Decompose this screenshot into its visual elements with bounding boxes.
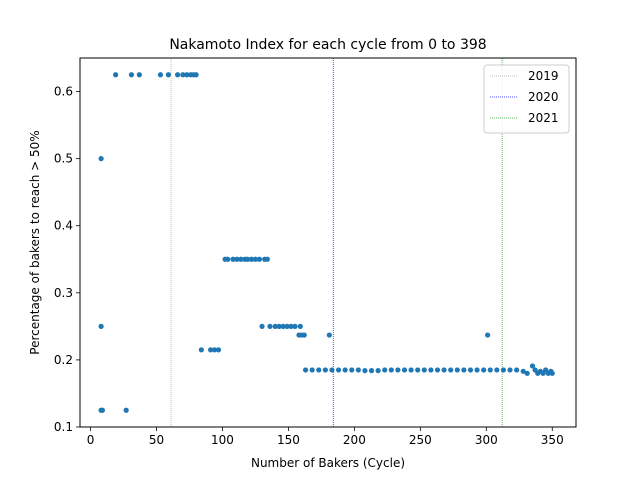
data-point (529, 363, 536, 369)
data-point (230, 256, 236, 262)
data-point (309, 367, 315, 373)
data-point (441, 367, 447, 373)
legend: 2019 2020 2021 (483, 64, 570, 134)
y-tick-label: 0.3 (54, 286, 73, 300)
x-tick-label: 250 (409, 433, 432, 447)
data-point (288, 323, 294, 329)
data-point (355, 367, 361, 373)
data-point (99, 407, 106, 413)
x-tick-label: 100 (211, 433, 234, 447)
data-point (467, 367, 474, 373)
data-point (375, 368, 381, 374)
legend-label-2019: 2019 (528, 69, 559, 83)
x-tick-label: 0 (87, 433, 95, 447)
data-point (297, 323, 303, 329)
chart-title: Nakamoto Index for each cycle from 0 to … (169, 37, 486, 53)
data-point (401, 367, 408, 373)
data-point (234, 256, 240, 262)
data-point (549, 370, 555, 376)
data-point (113, 72, 119, 78)
data-point (322, 367, 328, 373)
data-point (500, 367, 507, 373)
data-point (474, 367, 480, 373)
data-point (123, 407, 129, 413)
data-point (272, 323, 278, 329)
data-point (128, 72, 135, 78)
data-point (165, 72, 171, 78)
data-point (259, 323, 265, 329)
data-point (395, 367, 401, 373)
data-point (408, 367, 414, 373)
data-point (335, 367, 342, 373)
data-point (316, 367, 322, 373)
data-point (284, 323, 290, 329)
data-point (211, 347, 218, 353)
data-point (448, 367, 454, 373)
x-tick-label: 50 (149, 433, 164, 447)
data-point (487, 367, 493, 373)
data-point (276, 323, 282, 329)
data-point (434, 367, 441, 373)
data-point (388, 367, 394, 373)
data-point (207, 347, 214, 353)
data-point (368, 368, 375, 374)
data-point (175, 72, 181, 78)
data-point (454, 367, 460, 373)
x-axis-label: Number of Bakers (Cycle) (251, 456, 405, 470)
y-tick-label: 0.1 (54, 420, 73, 434)
data-point (136, 72, 142, 78)
data-point (98, 323, 104, 329)
data-point (180, 72, 186, 78)
data-point (342, 367, 348, 373)
data-point (520, 368, 526, 374)
data-point (421, 367, 427, 373)
data-point (238, 256, 244, 262)
data-point (485, 332, 491, 338)
y-tick-label: 0.6 (54, 85, 73, 99)
data-point (98, 156, 104, 162)
data-point (382, 367, 388, 373)
data-point (157, 72, 164, 78)
data-point (193, 72, 199, 78)
data-point (349, 367, 355, 373)
data-point (302, 367, 309, 373)
data-point (248, 256, 255, 262)
y-tick-label: 0.4 (54, 219, 73, 233)
legend-box (483, 64, 570, 134)
data-point (514, 367, 520, 373)
data-point (326, 332, 332, 338)
x-tick-label: 300 (475, 433, 498, 447)
data-point (481, 367, 487, 373)
data-point (225, 256, 231, 262)
data-point (252, 256, 259, 262)
y-axis-label: Percentage of bakers to reach > 50% (28, 130, 42, 354)
data-point (256, 256, 263, 262)
data-point (280, 323, 286, 329)
data-point (524, 370, 530, 376)
data-point (215, 347, 222, 353)
data-point (301, 332, 307, 338)
data-point (264, 256, 270, 262)
data-point (507, 367, 513, 373)
data-point (428, 367, 434, 373)
data-point (267, 323, 273, 329)
plot-frame (79, 57, 577, 428)
legend-label-2021: 2021 (528, 111, 559, 125)
x-tick-label: 350 (541, 433, 564, 447)
data-point (244, 256, 251, 262)
data-point (184, 72, 190, 78)
legend-label-2020: 2020 (528, 90, 559, 104)
data-point (362, 368, 368, 374)
data-point (292, 323, 298, 329)
data-point (329, 367, 335, 373)
x-tick-label: 200 (343, 433, 366, 447)
x-tick-label: 150 (277, 433, 300, 447)
data-point (461, 367, 467, 373)
y-tick-label: 0.2 (54, 353, 73, 367)
data-point (494, 367, 500, 373)
y-tick-label: 0.5 (54, 152, 73, 166)
data-point (415, 367, 421, 373)
data-point (198, 347, 204, 353)
